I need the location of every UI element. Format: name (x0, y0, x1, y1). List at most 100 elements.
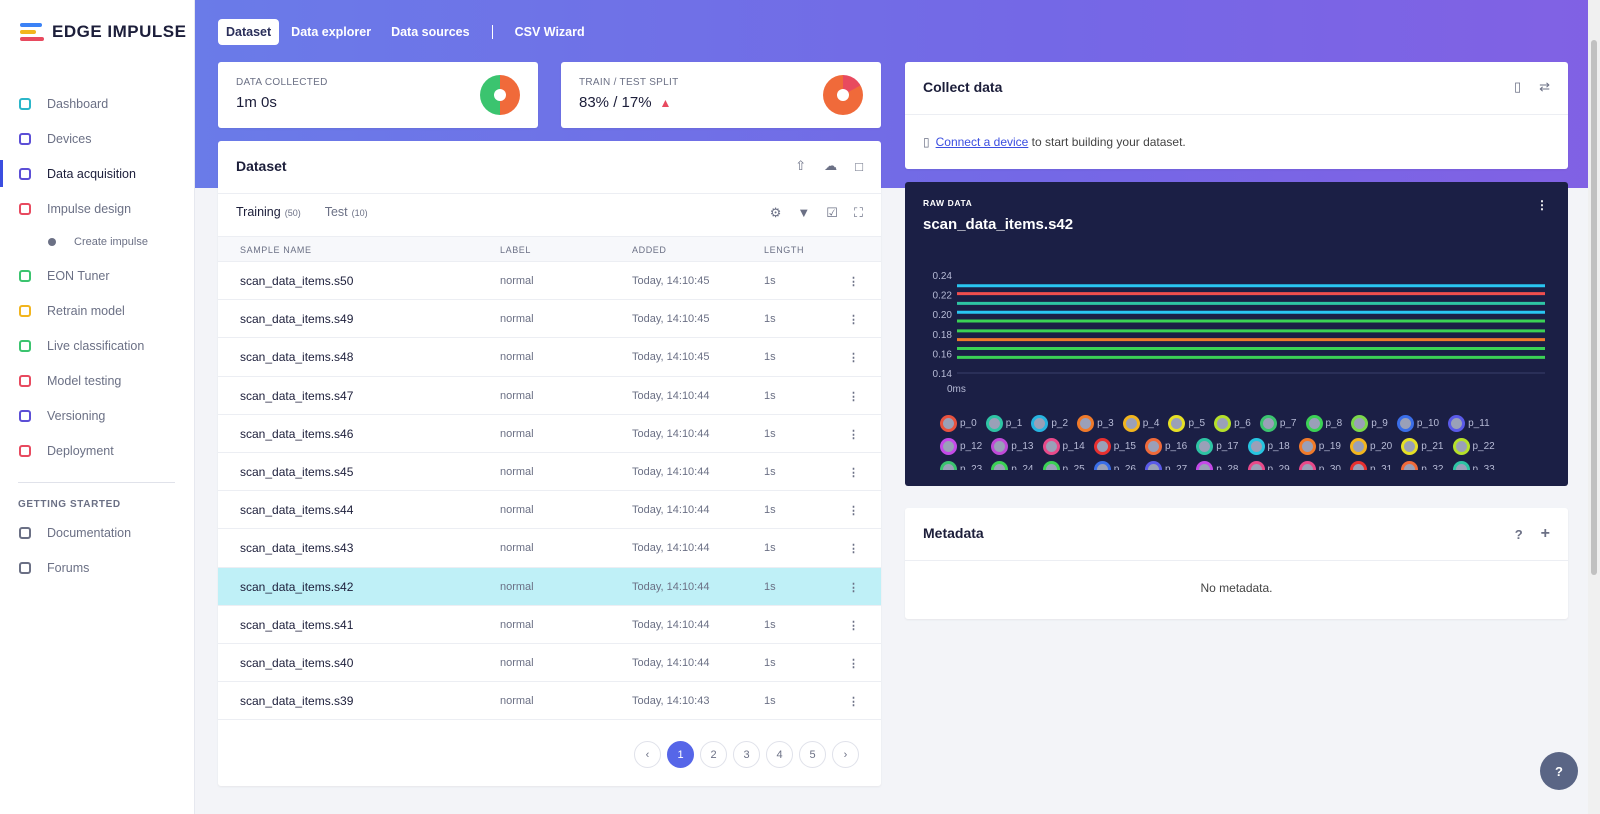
row-menu-icon[interactable]: ⋮ (848, 314, 859, 327)
table-row[interactable]: scan_data_items.s49 normal Today, 14:10:45… (218, 300, 881, 339)
tab-dataset[interactable]: Dataset (218, 19, 280, 45)
sidebar-item-live-classification[interactable]: Live classification (0, 328, 195, 363)
legend-item[interactable]: p_21 (1401, 437, 1444, 455)
next-page-icon[interactable]: › (832, 741, 859, 768)
sidebar-item-documentation[interactable]: Documentation (0, 515, 195, 550)
row-menu-icon[interactable]: ⋮ (848, 276, 859, 288)
usb-icon[interactable]: ⇄ (1539, 79, 1550, 94)
table-row[interactable]: scan_data_items.s46 normal Today, 14:10:44… (218, 415, 881, 453)
page-button-4[interactable]: 4 (766, 741, 793, 768)
table-row[interactable]: scan_data_items.s39 normal Today, 14:10:43… (218, 682, 881, 721)
legend-item[interactable]: p_5 (1168, 414, 1205, 432)
row-menu-icon[interactable]: ⋮ (848, 466, 859, 479)
legend-item[interactable]: p_16 (1145, 437, 1187, 455)
legend-item[interactable]: p_32 (1401, 460, 1444, 470)
device-icon[interactable]: ▯ (1513, 79, 1522, 94)
table-row[interactable]: scan_data_items.s41 normal Today, 14:10:44… (218, 606, 881, 644)
page-button-1[interactable]: 1 (667, 741, 694, 768)
add-icon[interactable]: + (1540, 525, 1550, 542)
help-icon[interactable]: ? (1514, 526, 1523, 542)
row-menu-icon[interactable]: ⋮ (848, 505, 859, 518)
legend-item[interactable]: p_2 (1031, 414, 1068, 432)
legend-item[interactable]: p_27 (1145, 460, 1187, 470)
legend-item[interactable]: p_26 (1093, 460, 1136, 470)
row-menu-icon[interactable]: ⋮ (848, 428, 859, 441)
settings-icon[interactable]: ⚙ (769, 205, 782, 220)
legend-item[interactable]: p_10 (1396, 414, 1439, 432)
legend-item[interactable]: p_31 (1350, 460, 1392, 470)
sidebar-item-versioning[interactable]: Versioning (0, 398, 195, 433)
legend-item[interactable]: p_9 (1351, 414, 1388, 432)
legend-item[interactable]: p_19 (1298, 437, 1341, 455)
sidebar-item-dashboard[interactable]: Dashboard (0, 86, 195, 121)
sidebar-item-impulse-design[interactable]: Impulse design (0, 191, 195, 226)
sidebar-item-retrain-model[interactable]: Retrain model (0, 293, 195, 328)
previous-page-icon[interactable]: ‹ (634, 741, 661, 768)
filter-icon[interactable]: ▼ (797, 205, 811, 220)
tab-test[interactable]: Test (10) (325, 205, 368, 219)
legend-item[interactable]: p_7 (1259, 414, 1297, 432)
tab-data-explorer[interactable]: Data explorer (291, 25, 372, 39)
scrollbar-thumb[interactable] (1591, 40, 1597, 575)
sidebar-item-forums[interactable]: Forums (0, 550, 195, 585)
table-row[interactable]: scan_data_items.s45 normal Today, 14:10:44… (218, 453, 881, 492)
legend-item[interactable]: p_17 (1196, 437, 1239, 455)
sidebar-item-create-impulse[interactable]: Create impulse (0, 226, 195, 258)
legend-item[interactable]: p_30 (1298, 460, 1341, 470)
sidebar-item-eon-tuner[interactable]: EON Tuner (0, 258, 195, 293)
row-menu-icon[interactable]: ⋮ (848, 352, 859, 365)
column-length[interactable]: LENGTH (764, 245, 805, 255)
legend-item[interactable]: p_6 (1214, 414, 1251, 432)
table-row[interactable]: scan_data_items.s50 normal Today, 14:10:45… (218, 262, 881, 301)
more-options-icon[interactable]: ⋮ (1536, 198, 1548, 212)
legend-item[interactable]: p_23 (940, 460, 982, 470)
page-button-3[interactable]: 3 (733, 741, 760, 768)
legend-item[interactable]: p_24 (991, 460, 1034, 470)
legend-item[interactable]: p_4 (1122, 414, 1159, 432)
legend-item[interactable]: p_20 (1350, 437, 1392, 455)
sidebar-item-data-acquisition[interactable]: Data acquisition (0, 156, 195, 191)
legend-item[interactable]: p_8 (1305, 414, 1342, 432)
column-sample-name[interactable]: SAMPLE NAME (240, 245, 312, 255)
row-menu-icon[interactable]: ⋮ (848, 543, 859, 556)
cloud-upload-icon[interactable]: ☁ (824, 158, 838, 173)
row-menu-icon[interactable]: ⋮ (848, 390, 859, 403)
table-row[interactable]: scan_data_items.s42 normal Today, 14:10:44… (218, 567, 881, 606)
warning-icon[interactable]: ▲ (659, 95, 672, 110)
table-row[interactable]: scan_data_items.s47 normal Today, 14:10:44… (218, 377, 881, 415)
sidebar-item-model-testing[interactable]: Model testing (0, 363, 195, 398)
legend-item[interactable]: p_13 (991, 437, 1034, 455)
sidebar-item-deployment[interactable]: Deployment (0, 433, 195, 468)
legend-item[interactable]: p_33 (1452, 460, 1495, 470)
tab-training[interactable]: Training (50) (236, 205, 301, 219)
table-row[interactable]: scan_data_items.s43 normal Today, 14:10:44… (218, 529, 881, 568)
row-menu-icon[interactable]: ⋮ (848, 619, 859, 632)
help-button[interactable]: ? (1540, 752, 1578, 790)
legend-item[interactable]: p_29 (1247, 460, 1290, 470)
column-added[interactable]: ADDED (632, 245, 667, 255)
table-row[interactable]: scan_data_items.s44 normal Today, 14:10:44… (218, 491, 881, 530)
table-row[interactable]: scan_data_items.s48 normal Today, 14:10:45… (218, 338, 881, 377)
legend-item[interactable]: p_3 (1077, 414, 1114, 432)
sidebar-item-devices[interactable]: Devices (0, 121, 195, 156)
select-icon[interactable]: ☑ (826, 205, 838, 220)
row-menu-icon[interactable]: ⋮ (848, 696, 859, 709)
tab-csv-wizard[interactable]: CSV Wizard (514, 25, 585, 39)
legend-item[interactable]: p_15 (1093, 437, 1136, 455)
legend-item[interactable]: p_22 (1452, 437, 1495, 455)
upload-icon[interactable]: ⇧ (795, 158, 807, 173)
legend-item[interactable]: p_28 (1196, 460, 1239, 470)
legend-item[interactable]: p_25 (1042, 460, 1085, 470)
legend-item[interactable]: p_0 (940, 414, 977, 432)
table-row[interactable]: scan_data_items.s40 normal Today, 14:10:44… (218, 644, 881, 683)
page-scrollbar[interactable] (1588, 0, 1600, 814)
legend-item[interactable]: p_11 (1448, 414, 1490, 432)
connect-device-link[interactable]: Connect a device (935, 135, 1029, 149)
page-button-2[interactable]: 2 (700, 741, 727, 768)
logo[interactable]: EDGE IMPULSE (20, 22, 186, 42)
expand-icon[interactable]: ⛶ (853, 205, 863, 220)
legend-item[interactable]: p_12 (940, 437, 982, 455)
file-icon[interactable]: □ (855, 158, 863, 174)
legend-item[interactable]: p_14 (1042, 437, 1085, 455)
legend-item[interactable]: p_18 (1247, 437, 1290, 455)
